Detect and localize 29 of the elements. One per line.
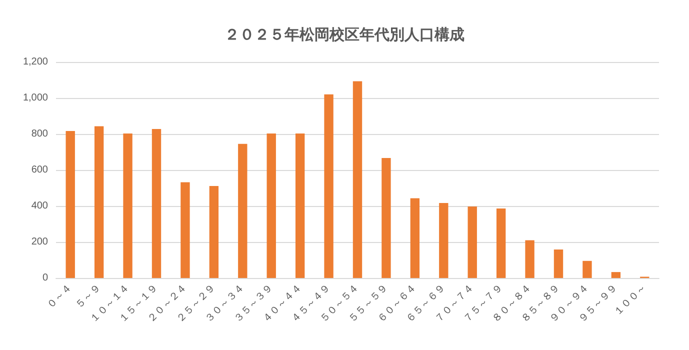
y-tick-label: 800 <box>31 128 48 140</box>
y-tick-label: 1,000 <box>22 92 48 104</box>
bar <box>382 158 391 278</box>
bar <box>439 202 448 278</box>
chart-title: ２０２５年松岡校区年代別人口構成 <box>224 26 464 44</box>
bar <box>468 206 477 278</box>
y-tick-label: 0 <box>42 272 48 284</box>
bar <box>611 272 621 278</box>
bar <box>525 240 534 278</box>
bar <box>496 208 506 278</box>
bar <box>324 94 334 278</box>
bar <box>582 260 592 278</box>
bar <box>94 126 104 278</box>
y-tick-label: 400 <box>31 200 48 212</box>
bar <box>238 144 248 278</box>
bar <box>410 198 420 278</box>
x-tick-label: ０～４ <box>45 282 74 312</box>
y-tick-label: 600 <box>31 164 48 176</box>
bar <box>352 81 362 278</box>
y-tick-label: 1,200 <box>22 56 48 68</box>
bar <box>66 130 75 278</box>
y-tick-label: 200 <box>31 236 48 248</box>
bar <box>180 182 190 278</box>
bar <box>152 128 162 278</box>
bar <box>123 133 132 278</box>
bar <box>554 250 564 278</box>
bar <box>295 133 305 278</box>
bar <box>209 186 219 278</box>
bar <box>266 133 276 278</box>
